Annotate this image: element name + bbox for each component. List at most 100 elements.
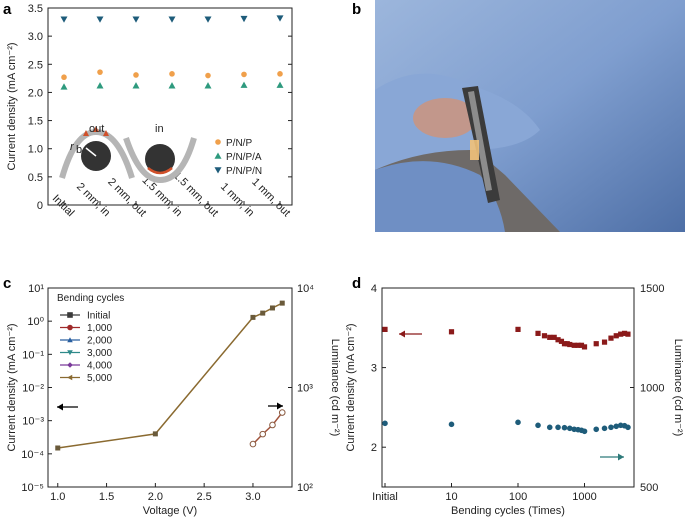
legend-marker-c	[67, 337, 73, 343]
legend-marker-a	[214, 152, 222, 159]
data-point-a	[132, 82, 140, 89]
current-point-c	[269, 305, 275, 311]
x-tick-label-d: 1000	[572, 491, 596, 503]
y-tick-label-c: 10⁻⁵	[21, 482, 44, 494]
data-point-a	[276, 15, 284, 22]
x-tick-label-a: 1 mm, in	[218, 181, 256, 219]
data-point-a	[168, 82, 176, 89]
x-tick-label-c: 1.5	[99, 491, 114, 503]
y2-axis-label-c: Luminance (cd m⁻²)	[329, 339, 341, 437]
data-point-a	[205, 72, 211, 79]
x-axis-label-d: Bending cycles (Times)	[451, 505, 565, 517]
luminance-point-d	[535, 422, 541, 429]
data-point-a	[96, 82, 104, 89]
legend-marker-c	[67, 324, 73, 331]
plot-frame-a	[47, 7, 293, 206]
x-tick-label-a: Initial	[50, 192, 77, 219]
luminance-point-d	[382, 420, 388, 427]
current-point-d	[571, 342, 577, 348]
inset-label-rb-sub: b	[76, 144, 82, 156]
luminance-point-d	[566, 425, 573, 432]
y-axis-label-a: Current density (mA cm⁻²)	[6, 42, 18, 170]
data-point-a	[276, 81, 284, 88]
legend-marker-c	[67, 362, 73, 368]
y-tick-label-d: 4	[371, 283, 377, 295]
current-point-d	[608, 335, 614, 341]
luminance-point-d	[608, 424, 614, 431]
legend-label-c: 1,000	[87, 323, 112, 334]
x-tick-label-a: 2 mm, in	[74, 181, 112, 219]
bending-inset-illustration	[59, 126, 197, 184]
x-axis-label-c: Voltage (V)	[143, 505, 197, 517]
luminance-point-c	[278, 409, 286, 416]
legend-title-c: Bending cycles	[57, 293, 124, 304]
current-point-d	[567, 341, 573, 348]
data-point-a	[168, 16, 176, 23]
y-tick-label-c: 10⁰	[27, 316, 44, 328]
y2-tick-label-d: 500	[640, 482, 658, 494]
y2-axis-label-d: Luminance (cd m⁻²)	[672, 339, 684, 437]
y2-tick-label-c: 10³	[297, 383, 313, 395]
y-axis-label-c: Current density (mA cm⁻²)	[6, 323, 18, 451]
current-point-d	[551, 334, 557, 340]
luminance-point-d	[593, 426, 600, 433]
y-tick-label-d: 2	[371, 442, 377, 454]
current-point-d	[448, 329, 455, 335]
y-tick-label-a: 2.0	[28, 87, 43, 99]
legend-marker-a	[214, 167, 222, 174]
data-point-a	[240, 15, 248, 23]
luminance-curve-c	[252, 412, 283, 445]
current-point-d	[382, 326, 388, 332]
inset-label-out: out	[89, 123, 104, 135]
legend-marker-a	[215, 139, 221, 145]
legend-marker-c	[67, 350, 73, 356]
data-point-a	[204, 16, 212, 23]
y2-tick-label-d: 1500	[640, 283, 664, 295]
y2-tick-label-c: 10⁴	[297, 283, 314, 295]
luminance-point-d	[546, 424, 553, 431]
legend-label-a: P/N/P/N	[226, 166, 262, 177]
y-tick-label-c: 10⁻²	[22, 383, 44, 395]
current-point-d	[541, 333, 548, 339]
legend-label-c: 3,000	[87, 348, 112, 359]
y-tick-label-c: 10⁻⁴	[21, 449, 44, 461]
legend-label-c: Initial	[87, 311, 110, 322]
x-tick-label-c: 2.0	[148, 491, 163, 503]
legend-label-c: 4,000	[87, 361, 112, 372]
x-tick-label-c: 3.0	[245, 491, 260, 503]
current-point-d	[575, 342, 581, 348]
y-tick-label-a: 0	[37, 200, 43, 212]
current-point-d	[555, 337, 561, 343]
legend-label-c: 5,000	[87, 373, 112, 384]
y-tick-label-a: 2.5	[28, 59, 43, 71]
data-point-a	[277, 71, 283, 77]
x-tick-label-c: 2.5	[197, 491, 212, 503]
luminance-point-d	[625, 424, 631, 431]
current-point-c	[250, 314, 256, 320]
data-point-a	[60, 16, 68, 23]
current-point-d	[558, 338, 565, 344]
y-tick-label-a: 3.5	[28, 3, 43, 15]
x-tick-label-d: Initial	[372, 491, 398, 503]
current-point-d	[625, 331, 631, 337]
current-point-d	[547, 334, 553, 340]
legend-label-a: P/N/P	[226, 138, 252, 149]
luminance-point-c	[249, 440, 257, 448]
x-tick-label-d: 100	[509, 491, 527, 503]
current-point-d	[601, 339, 608, 345]
photograph-bent-device	[375, 0, 685, 232]
luminance-point-d	[448, 421, 455, 428]
current-point-d	[561, 341, 568, 347]
current-point-c	[279, 300, 285, 306]
arrow-left-d	[399, 330, 422, 338]
luminance-point-d	[555, 424, 561, 431]
x-tick-label-c: 1.0	[50, 491, 65, 503]
data-point-a	[204, 82, 212, 89]
y2-tick-label-c: 10²	[297, 482, 313, 494]
luminance-point-d	[581, 428, 588, 435]
luminance-point-c	[259, 430, 267, 438]
legend-label-c: 2,000	[87, 336, 112, 347]
panel-label-d: d	[352, 275, 361, 292]
y2-tick-label-d: 1000	[640, 383, 664, 395]
